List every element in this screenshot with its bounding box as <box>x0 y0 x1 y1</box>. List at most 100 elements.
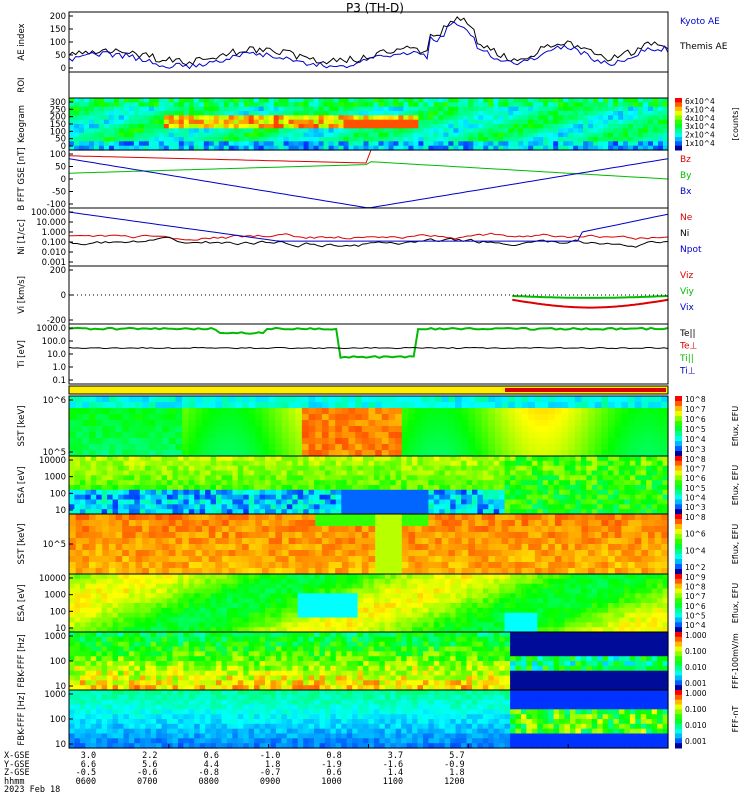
spectrogram-cell <box>648 450 656 457</box>
spectrogram-cell <box>477 485 484 491</box>
spectrogram-cell <box>661 532 669 539</box>
spectrogram-cell <box>657 470 664 476</box>
spectrogram-cell <box>113 111 120 116</box>
spectrogram-cell <box>563 137 569 142</box>
spectrogram-cell <box>468 128 474 134</box>
spectrogram-cell <box>237 578 244 585</box>
spectrogram-cell <box>521 544 529 551</box>
spectrogram-cell <box>481 562 489 569</box>
spectrogram-cell <box>428 132 434 138</box>
spectrogram-cell <box>444 504 451 510</box>
spectrogram-cell <box>428 119 434 125</box>
spectrogram-cell <box>295 426 303 433</box>
spectrogram-cell <box>328 102 335 108</box>
spectrogram-cell <box>167 583 173 590</box>
spectrogram-cell <box>453 128 459 134</box>
spectrogram-cell <box>248 102 255 108</box>
spectrogram-cell <box>417 494 424 501</box>
spectrogram-cell <box>390 470 397 476</box>
spectrogram-cell <box>195 514 203 521</box>
spectrogram-cell <box>283 141 290 147</box>
spectrogram-cell <box>561 532 569 539</box>
spectrogram-cell <box>292 504 299 510</box>
spectrogram-cell <box>275 396 283 403</box>
spectrogram-cell <box>215 538 223 545</box>
spectrogram-cell <box>248 98 255 103</box>
spectrogram-cell <box>142 514 150 521</box>
spectrogram-cell <box>188 574 195 580</box>
spectrogram-cell <box>458 124 464 129</box>
spectrogram-cell <box>203 137 210 142</box>
spectrogram-cell <box>254 465 261 472</box>
spectrogram-cell <box>103 115 110 121</box>
spectrogram-cell <box>388 115 395 121</box>
spectrogram-cell <box>199 475 206 481</box>
spectrogram-cell <box>134 485 141 491</box>
spectrogram-cell <box>601 426 609 433</box>
spectrogram-cell <box>98 124 105 129</box>
spectrogram-cell <box>145 489 152 496</box>
spectrogram-cell <box>608 111 614 116</box>
spectrogram-cell <box>574 432 583 439</box>
spectrogram-cell <box>156 622 163 628</box>
spectrogram-cell <box>208 132 215 138</box>
spectrogram-cell <box>262 414 270 421</box>
spectrogram-cell <box>128 526 137 533</box>
spectrogram-cell <box>188 128 195 134</box>
spectrogram-cell <box>573 98 579 103</box>
spectrogram-cell <box>581 544 589 551</box>
spectrogram-cell <box>314 460 320 467</box>
spectrogram-cell <box>521 538 529 545</box>
spectrogram-cell <box>328 119 335 125</box>
spectrogram-cell <box>361 408 370 415</box>
spectrogram-cell <box>208 444 217 451</box>
spectrogram-cell <box>563 102 569 108</box>
spectrogram-cell <box>162 420 170 427</box>
spectrogram-cell <box>553 141 559 147</box>
spectrogram-cell <box>648 414 656 421</box>
spectrogram-cell <box>222 450 230 457</box>
spectrogram-cell <box>74 456 81 462</box>
spectrogram-cell <box>408 98 414 103</box>
spectrogram-cell <box>188 141 195 147</box>
spectrogram-cell <box>79 137 85 142</box>
spectrogram-cell <box>122 526 130 533</box>
spectrogram-cell <box>498 119 504 125</box>
spectrogram-cell <box>638 119 644 125</box>
spectrogram-cell <box>308 444 316 451</box>
spectrogram-cell <box>128 460 135 467</box>
spectrogram-cell <box>175 544 183 551</box>
spectrogram-cell <box>112 578 119 585</box>
spectrogram-cell <box>568 128 574 134</box>
spectrogram-cell <box>135 420 143 427</box>
spectrogram-cell <box>243 499 250 505</box>
spectrogram-cell <box>348 444 356 451</box>
spectrogram-cell <box>158 145 165 151</box>
spectrogram-cell <box>561 520 569 527</box>
spectrogram-cell <box>514 568 523 575</box>
spectrogram-cell <box>273 132 280 138</box>
spectrogram-cell <box>375 414 383 421</box>
spectrogram-cell <box>608 132 614 138</box>
spectrogram-cell <box>568 544 576 551</box>
spectrogram-cell <box>74 617 81 623</box>
spectrogram-cell <box>548 509 555 515</box>
spectrogram-cell <box>548 128 554 134</box>
spectrogram-cell <box>355 520 363 527</box>
spectrogram-cell <box>602 475 609 481</box>
spectrogram-cell <box>531 475 538 481</box>
spectrogram-cell <box>210 578 217 585</box>
spectrogram-cell <box>95 550 103 557</box>
spectrogram-cell <box>468 102 474 108</box>
spectrogram-cell <box>643 137 649 142</box>
spectrogram-cell <box>319 465 326 472</box>
spectrogram-cell <box>468 119 474 125</box>
spectrogram-cell <box>558 137 564 142</box>
spectrogram-cell <box>168 444 177 451</box>
spectrogram-cell <box>518 119 524 125</box>
spectrogram-cell <box>395 470 402 476</box>
spectrogram-cell <box>653 124 659 129</box>
spectrogram-cell <box>275 402 283 409</box>
spectrogram-cell <box>488 98 494 103</box>
spectrogram-cell <box>526 480 533 486</box>
